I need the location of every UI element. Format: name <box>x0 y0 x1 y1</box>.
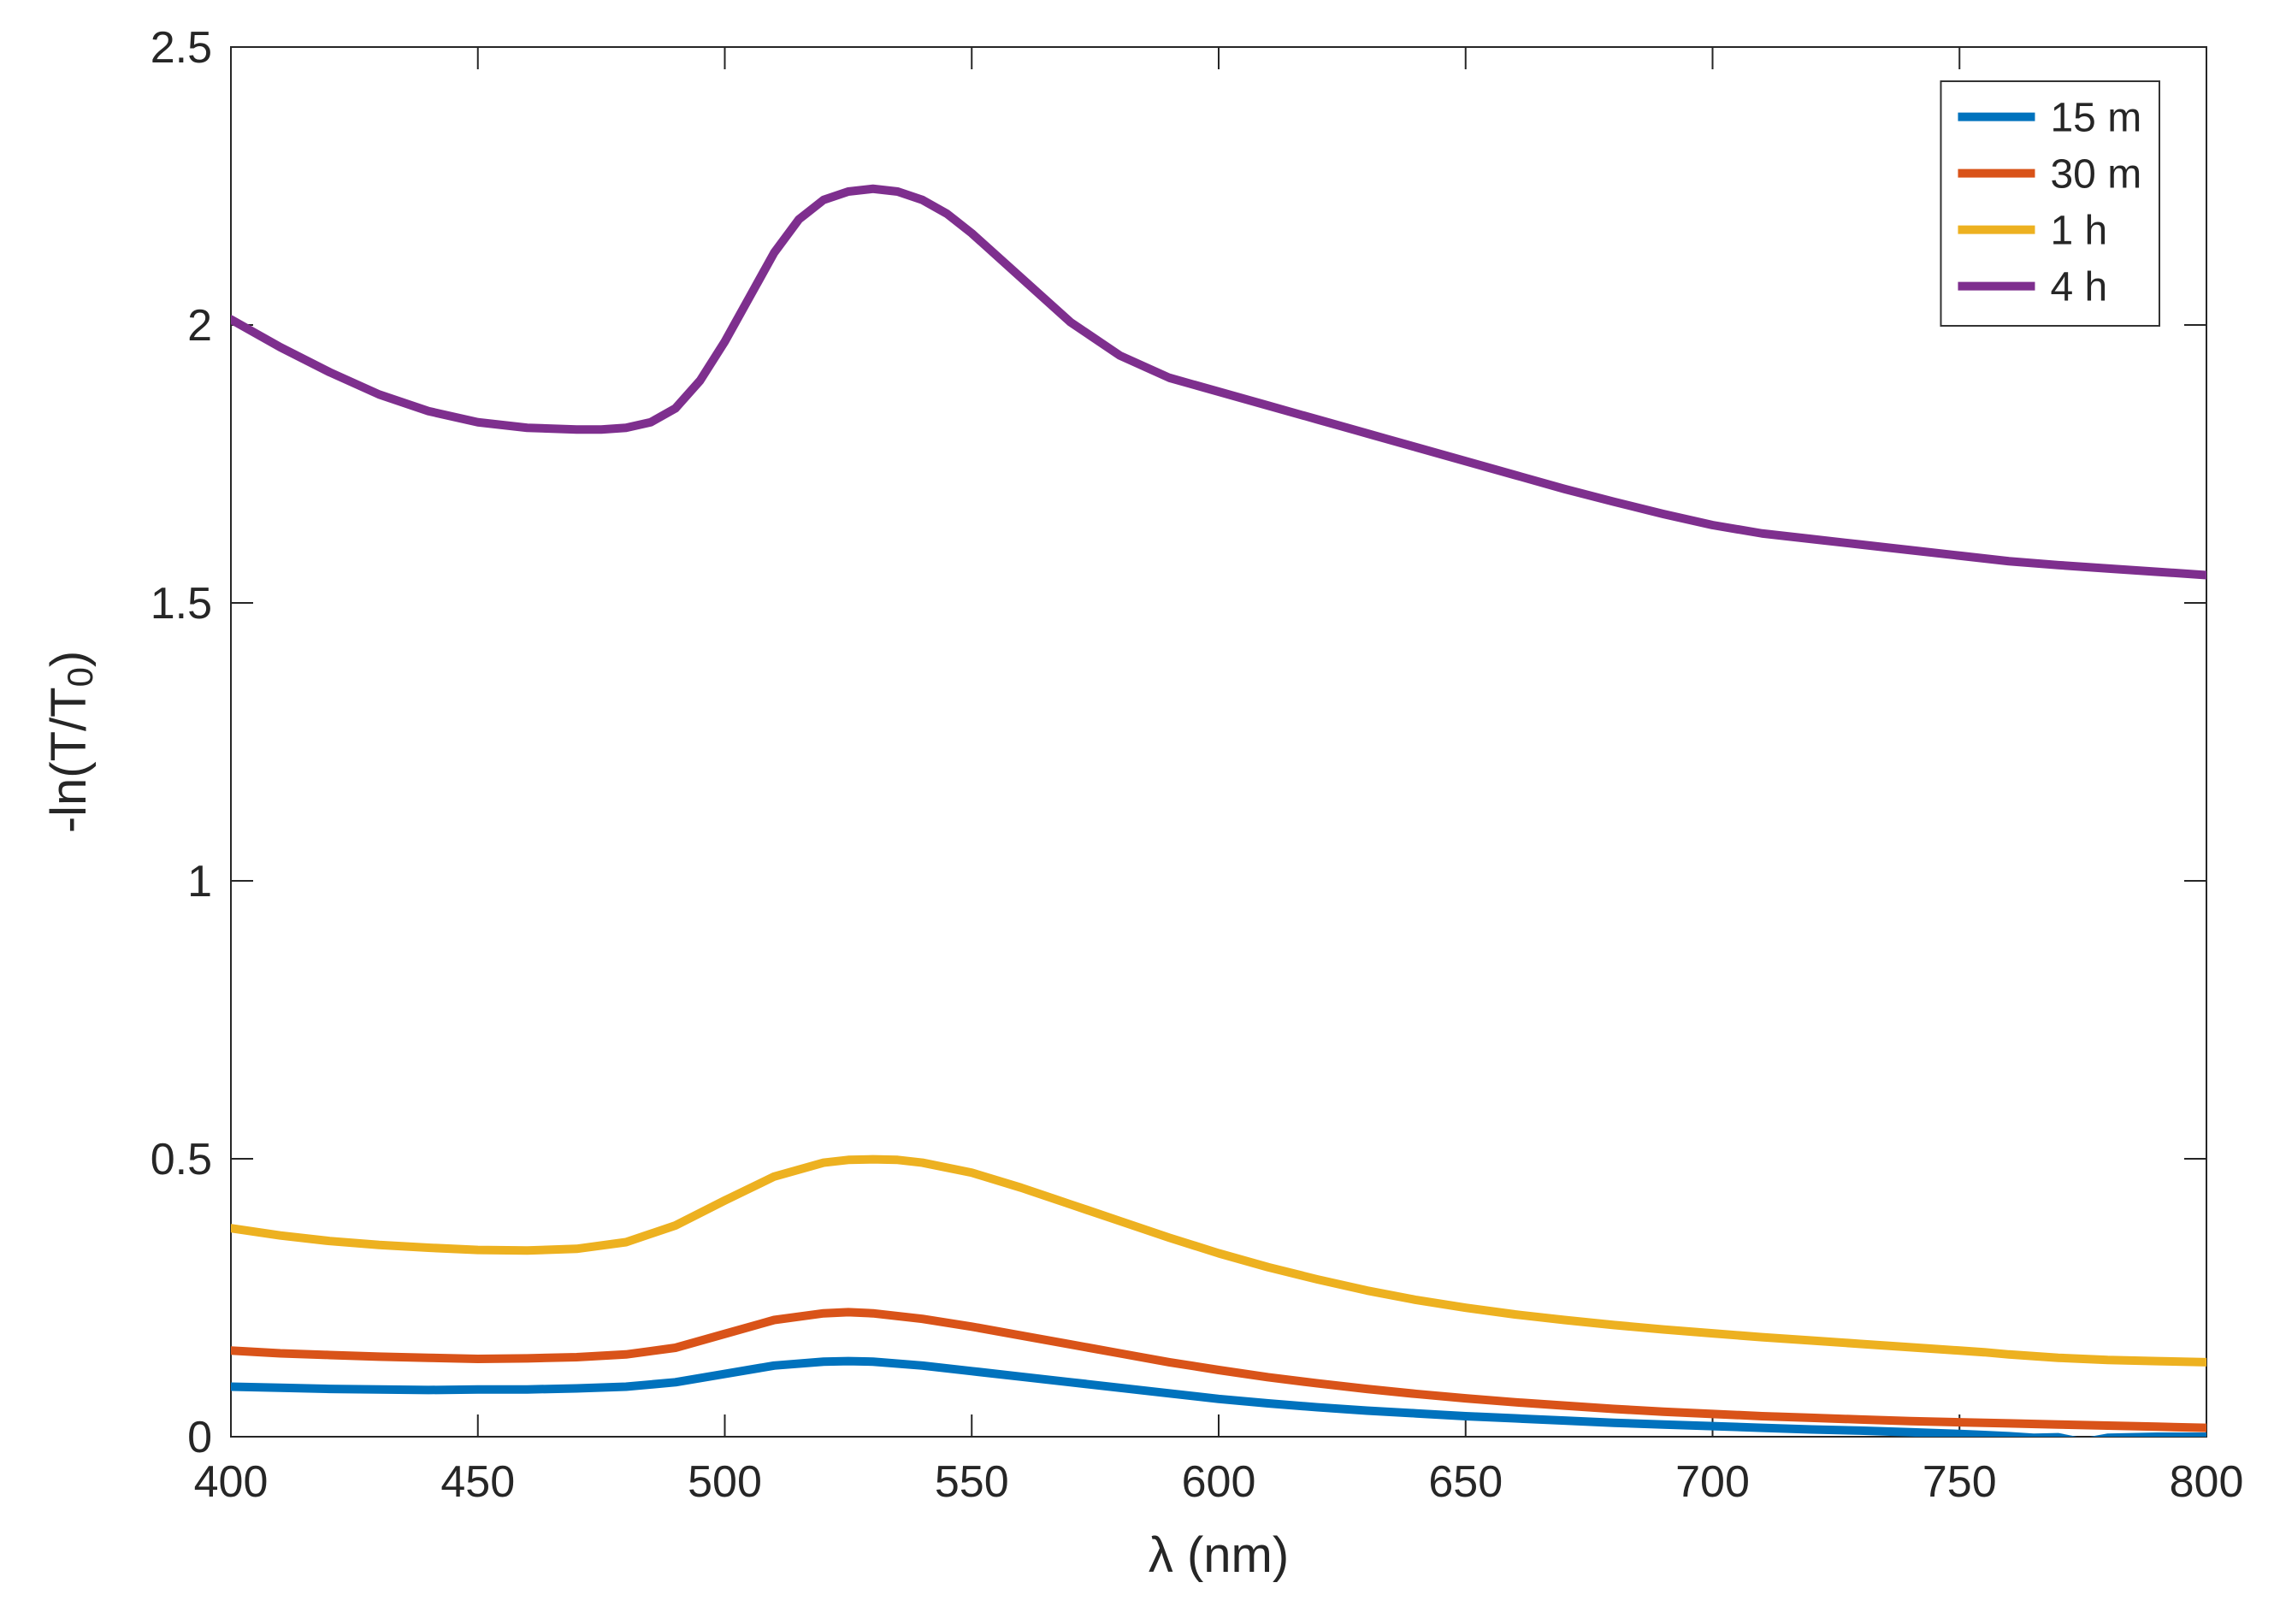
legend-label: 4 h <box>2050 264 2107 310</box>
y-tick-label: 1 <box>187 857 212 906</box>
x-tick-label: 700 <box>1675 1457 1750 1507</box>
x-tick-label: 600 <box>1182 1457 1256 1507</box>
x-axis-label: λ (nm) <box>1149 1527 1289 1583</box>
x-tick-label: 450 <box>440 1457 515 1507</box>
absorbance-spectrum-chart: 400 450 500 550 600 650 700 750 800 0 0.5 1 1.5 2 2.5 λ… <box>0 0 2274 1624</box>
y-tick-label: 0 <box>187 1413 212 1462</box>
legend-label: 15 m <box>2050 95 2141 140</box>
y-tick-label: 1.5 <box>151 579 212 629</box>
x-tick-label: 650 <box>1428 1457 1503 1507</box>
y-tick-label: 0.5 <box>151 1135 212 1184</box>
legend-label: 30 m <box>2050 151 2141 197</box>
y-tick-label: 2 <box>187 301 212 351</box>
x-tick-label: 750 <box>1923 1457 1997 1507</box>
legend-label: 1 h <box>2050 208 2107 253</box>
chart-container: 400 450 500 550 600 650 700 750 800 0 0.5 1 1.5 2 2.5 λ… <box>0 0 2274 1624</box>
x-tick-label: 400 <box>194 1457 269 1507</box>
legend: 15 m 30 m 1 h 4 h <box>1940 81 2159 326</box>
x-tick-label: 800 <box>2170 1457 2244 1507</box>
x-tick-label: 500 <box>688 1457 762 1507</box>
y-tick-label: 2.5 <box>151 23 212 73</box>
x-tick-label: 550 <box>935 1457 1009 1507</box>
